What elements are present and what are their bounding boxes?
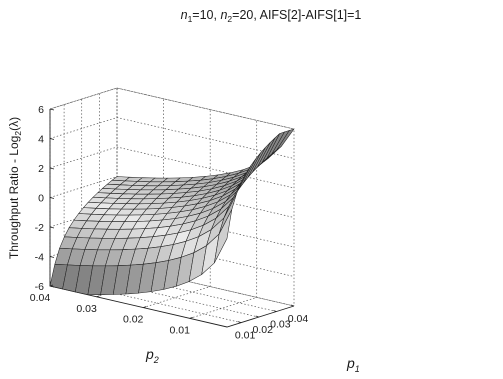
x-tick-mark bbox=[273, 310, 277, 312]
x-tick-label: 0.04 bbox=[288, 313, 309, 325]
y-tick-label: 0.04 bbox=[30, 292, 51, 304]
back-wall-outline bbox=[49, 87, 295, 306]
x-tick-mark bbox=[237, 321, 242, 323]
y-tick-label: 0.03 bbox=[76, 303, 97, 315]
x-tick-mark bbox=[290, 304, 295, 307]
y-tick-label: 0.01 bbox=[170, 324, 191, 336]
x-grid-line bbox=[81, 99, 259, 318]
z-tick-mark bbox=[49, 138, 55, 140]
z-tick-label: 2 bbox=[38, 163, 44, 175]
z-tick-mark bbox=[49, 256, 55, 258]
z-tick-label: 0 bbox=[38, 193, 44, 205]
z-tick-mark bbox=[49, 226, 55, 229]
y-tick-mark bbox=[49, 284, 54, 287]
y-tick-mark bbox=[189, 316, 193, 319]
z-tick-label: -2 bbox=[35, 222, 44, 234]
y-tick-mark bbox=[96, 295, 100, 298]
z-grid-line bbox=[49, 87, 295, 130]
x-axis-label: p1 bbox=[346, 355, 360, 374]
z-tick-mark bbox=[49, 108, 55, 111]
x-grid-line bbox=[99, 93, 277, 312]
z-grid-line bbox=[49, 117, 295, 159]
x-tick-mark bbox=[255, 315, 259, 318]
y-tick-mark bbox=[143, 306, 147, 308]
axis-ticks: -6-4-202460.010.020.030.040.010.020.030.… bbox=[30, 104, 309, 342]
y-axis-label: p2 bbox=[145, 346, 159, 365]
x-tick-label: 0.01 bbox=[235, 330, 256, 342]
y-tick-label: 0.02 bbox=[123, 314, 144, 326]
z-grid-line bbox=[49, 146, 295, 189]
z-axis-label: Throughput Ratio - Log2(λ) bbox=[7, 117, 23, 259]
y-grid-line bbox=[189, 120, 258, 319]
x-tick-label: 0.02 bbox=[253, 324, 274, 336]
x-grid-line bbox=[63, 104, 242, 323]
z-tick-label: -4 bbox=[35, 252, 44, 264]
z-tick-label: -6 bbox=[35, 281, 44, 293]
z-tick-mark bbox=[49, 197, 55, 199]
x-grid-line bbox=[116, 88, 295, 307]
surface-mesh bbox=[49, 128, 295, 295]
z-tick-label: 6 bbox=[38, 104, 44, 116]
chart-title: n1=10, n2=20, AIFS[2]-AIFS[1]=1 bbox=[181, 8, 362, 24]
z-tick-mark bbox=[49, 167, 55, 170]
x-tick-label: 0.03 bbox=[270, 319, 291, 331]
y-grid-line bbox=[143, 109, 211, 308]
surface-patch bbox=[214, 209, 233, 264]
z-tick-label: 4 bbox=[38, 134, 44, 146]
